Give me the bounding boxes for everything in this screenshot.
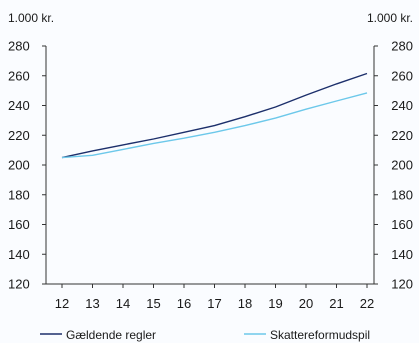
legend-label-2: Skattereformudspil [270,328,370,342]
legend-label-1: Gældende regler [66,328,156,342]
right-y-tick-label: 180 [391,187,413,202]
x-tick-label: 18 [238,296,252,311]
x-tick-label: 21 [329,296,343,311]
right-y-tick-label: 220 [391,128,413,143]
left-y-tick-label: 140 [8,247,30,262]
right-axis-unit-label: 1.000 kr. [367,11,413,25]
right-y-tick-label: 120 [391,277,413,292]
left-y-tick-label: 240 [8,98,30,113]
x-tick-label: 17 [207,296,221,311]
left-y-tick-label: 180 [8,187,30,202]
x-tick-label: 16 [177,296,191,311]
x-tick-label: 14 [116,296,130,311]
x-tick-label: 20 [299,296,313,311]
left-y-tick-label: 120 [8,277,30,292]
right-y-tick-label: 140 [391,247,413,262]
left-y-tick-label: 280 [8,39,30,54]
series-line-1 [61,72,368,159]
series-line-2 [61,92,368,159]
x-tick-label: 13 [85,296,99,311]
x-tick-label: 22 [360,296,374,311]
right-y-tick-label: 160 [391,217,413,232]
right-y-tick-label: 260 [391,68,413,83]
right-y-tick-label: 200 [391,158,413,173]
left-y-tick-label: 200 [8,158,30,173]
right-y-tick-label: 240 [391,98,413,113]
x-tick-label: 15 [146,296,160,311]
series-lines [61,72,368,159]
axes-group: 120 120 140 140 160 160 180 180 200 200 220 220 240 2… [8,39,413,312]
right-y-tick-label: 280 [391,39,413,54]
left-y-tick-label: 160 [8,217,30,232]
x-tick-label: 12 [55,296,69,311]
x-tick-label: 19 [268,296,282,311]
left-y-tick-label: 260 [8,68,30,83]
left-axis-unit-label: 1.000 kr. [8,11,54,25]
legend: Gældende regler Skattereformudspil [40,328,370,342]
left-y-tick-label: 220 [8,128,30,143]
